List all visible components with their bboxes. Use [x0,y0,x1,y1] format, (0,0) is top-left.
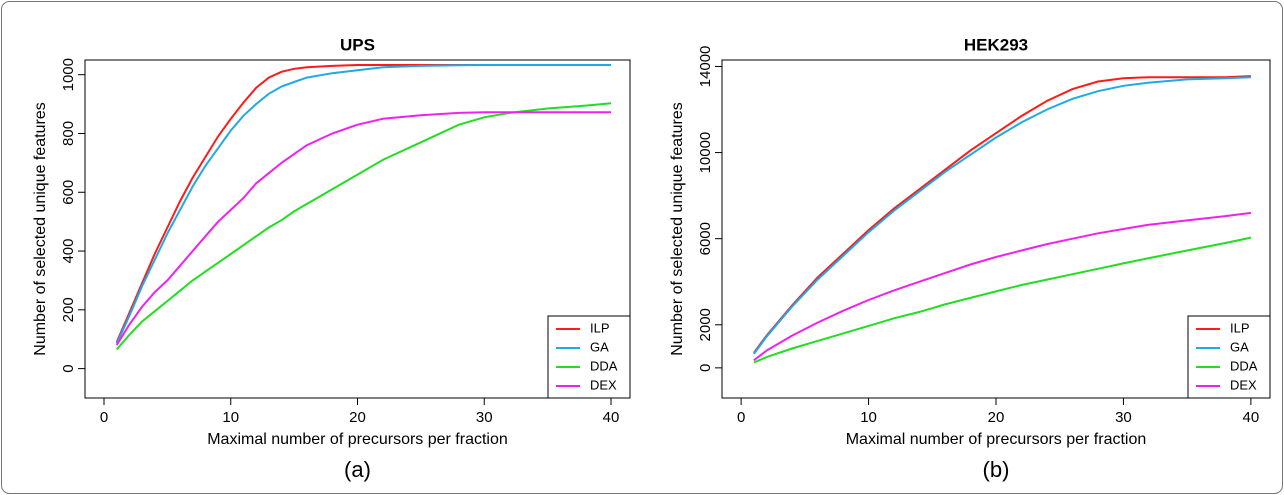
series-line [115,102,612,351]
y-tick-label: 2000 [697,308,714,341]
legend-label: ILP [1230,320,1250,335]
y-tick-label: 10000 [697,132,714,174]
x-tick-label: 40 [603,409,620,426]
y-axis-label: Number of selected unique features [32,102,49,355]
x-tick-label: 0 [100,409,108,426]
series-line [753,75,1251,354]
panel-label: (a) [344,457,371,482]
legend-label: GA [590,339,609,354]
legend-box [1187,315,1271,399]
panel-label: (b) [983,457,1010,482]
series-line [115,64,611,343]
chart-title: HEK293 [964,35,1028,54]
y-tick-label: 600 [60,180,77,205]
series-line [115,64,611,345]
y-tick-label: 800 [60,121,77,146]
y-axis-label: Number of selected unique features [669,102,686,355]
series-line [753,211,1252,362]
legend-label: GA [1230,339,1249,354]
x-tick-label: 20 [988,409,1005,426]
x-tick-label: 20 [349,409,366,426]
legend-label: ILP [590,320,610,335]
series-line [753,236,1252,364]
series-line [753,76,1251,355]
x-tick-label: 30 [1115,409,1132,426]
legend-label: DDA [1230,358,1258,373]
legend-label: DEX [590,377,617,392]
x-tick-label: 40 [1243,409,1260,426]
legend-label: DEX [1230,377,1257,392]
x-axis-label: Maximal number of precursors per fractio… [207,431,508,448]
legend-label: DDA [590,358,618,373]
y-tick-label: 200 [60,297,77,322]
x-tick-label: 10 [222,409,239,426]
y-tick-label: 0 [697,364,714,372]
x-axis-label: Maximal number of precursors per fractio… [846,431,1147,448]
x-tick-label: 30 [476,409,493,426]
y-tick-label: 6000 [697,222,714,255]
y-tick-label: 0 [60,364,77,372]
x-tick-label: 0 [737,409,745,426]
y-tick-label: 400 [60,239,77,264]
y-tick-label: 1000 [60,58,77,91]
x-tick-label: 10 [860,409,877,426]
chart-title: UPS [340,35,375,54]
y-tick-label: 14000 [697,46,714,88]
series-line [115,111,611,346]
